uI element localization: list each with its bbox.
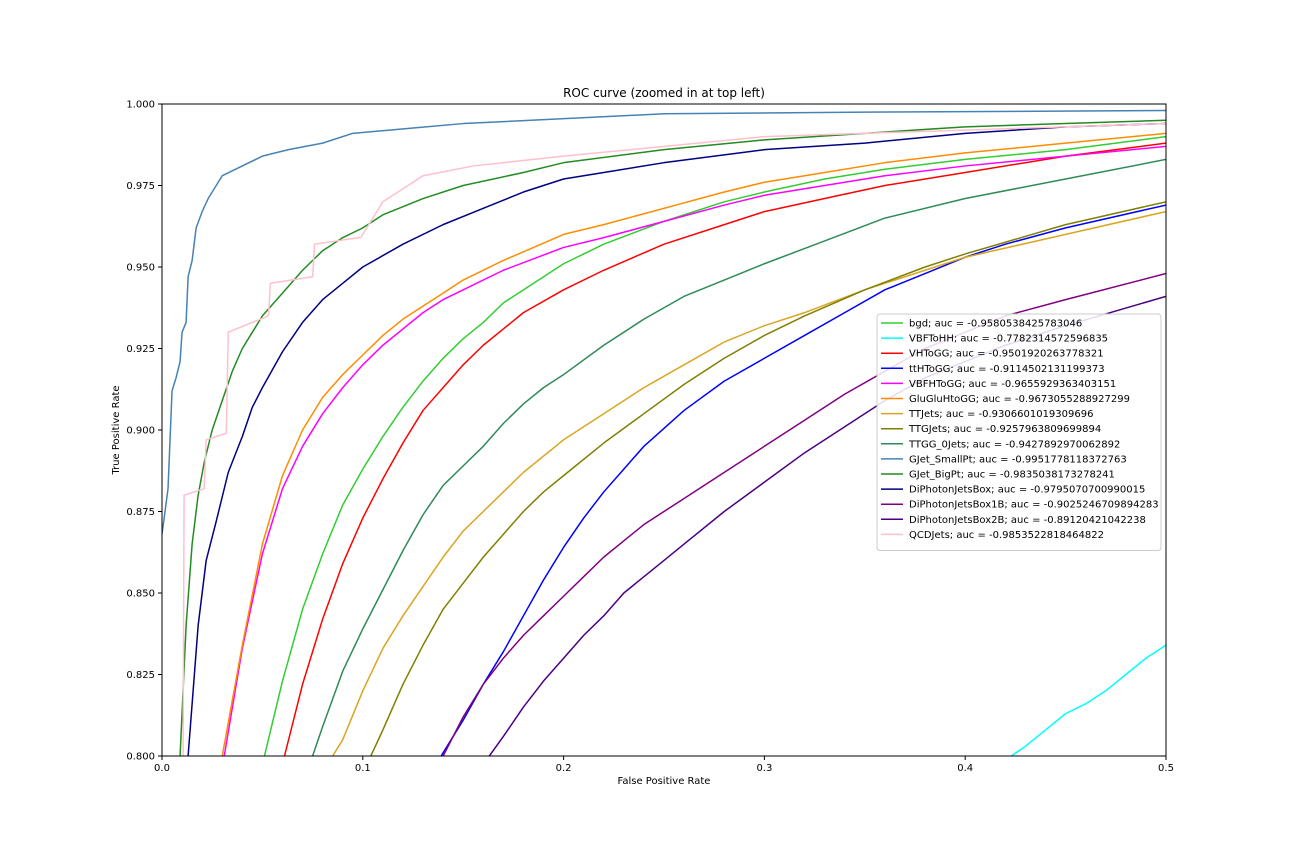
series-line-0 [263,135,1166,756]
series-line-6 [332,210,1166,756]
legend-label-13: DiPhotonJetsBox2B; auc = -0.891204210422… [909,515,1146,526]
legend-label-7: TTGJets; auc = -0.9257963809699894 [908,424,1101,435]
series-line-2 [283,142,1166,756]
y-tick-label: 0.925 [126,344,155,355]
series-line-8 [311,158,1166,756]
axis-ticks: 0.0 0.1 0.2 0.3 0.4 0.5 0.800 0.825 0.850 0.875 0.… [126,100,1174,775]
series-line-9 [162,109,1166,535]
y-tick-label: 0.850 [126,589,155,600]
y-tick-label: 0.875 [126,507,155,518]
legend-label-0: bgd; auc = -0.9580538425783046 [909,319,1082,330]
y-tick-label: 0.900 [126,426,155,437]
x-tick-label: 0.1 [355,763,371,774]
legend-label-6: TTJets; auc = -0.9306601019309696 [908,409,1093,420]
y-tick-label: 0.825 [126,670,155,681]
legend-label-12: DiPhotonJetsBox1B; auc = -0.902524670989… [909,500,1159,511]
series-line-10 [179,119,1166,756]
x-tick-label: 0.0 [154,763,170,774]
chart-title: ROC curve (zoomed in at top left) [563,86,765,100]
series-line-5 [221,132,1166,756]
y-tick-label: 0.950 [126,263,155,274]
x-tick-label: 0.2 [556,763,572,774]
series-line-7 [370,201,1166,756]
legend-label-11: DiPhotonJetsBox; auc = -0.97950707009900… [909,485,1145,496]
x-tick-label: 0.5 [1158,763,1174,774]
legend-label-9: GJet_SmallPt; auc = -0.9951778118372763 [909,454,1127,465]
legend-box [876,313,1162,551]
y-tick-label: 0.800 [126,752,155,763]
y-tick-label: 0.975 [126,181,155,192]
legend-label-10: GJet_BigPt; auc = -0.9835038173278241 [909,470,1115,481]
series-line-14 [182,122,1166,756]
legend-label-5: GluGluHtoGG; auc = -0.9673055288927299 [909,394,1130,405]
legend-label-4: VBFHToGG; auc = -0.9655929363403151 [909,379,1116,390]
x-axis-label: False Positive Rate [618,776,711,787]
series-line-11 [187,122,1166,756]
legend-label-2: VHToGG; auc = -0.9501920263778321 [909,349,1104,360]
legend-label-1: VBFToHH; auc = -0.7782314572596835 [909,334,1108,345]
series-line-3 [440,204,1166,756]
legend: bgd; auc = -0.9580538425783046 VBFToHH; a… [876,313,1162,551]
legend-label-14: QCDJets; auc = -0.9853522818464822 [909,530,1104,541]
x-tick-label: 0.3 [756,763,772,774]
series-line-4 [223,145,1166,756]
legend-label-3: ttHToGG; auc = -0.9114502131199373 [909,364,1105,375]
series-line-1 [1010,644,1166,756]
y-axis-label: True Positive Rate [111,385,122,475]
curves-layer [162,109,1166,756]
legend-label-8: TTGG_0Jets; auc = -0.9427892970062892 [908,439,1120,450]
y-tick-label: 1.000 [126,100,155,111]
x-tick-label: 0.4 [957,763,973,774]
